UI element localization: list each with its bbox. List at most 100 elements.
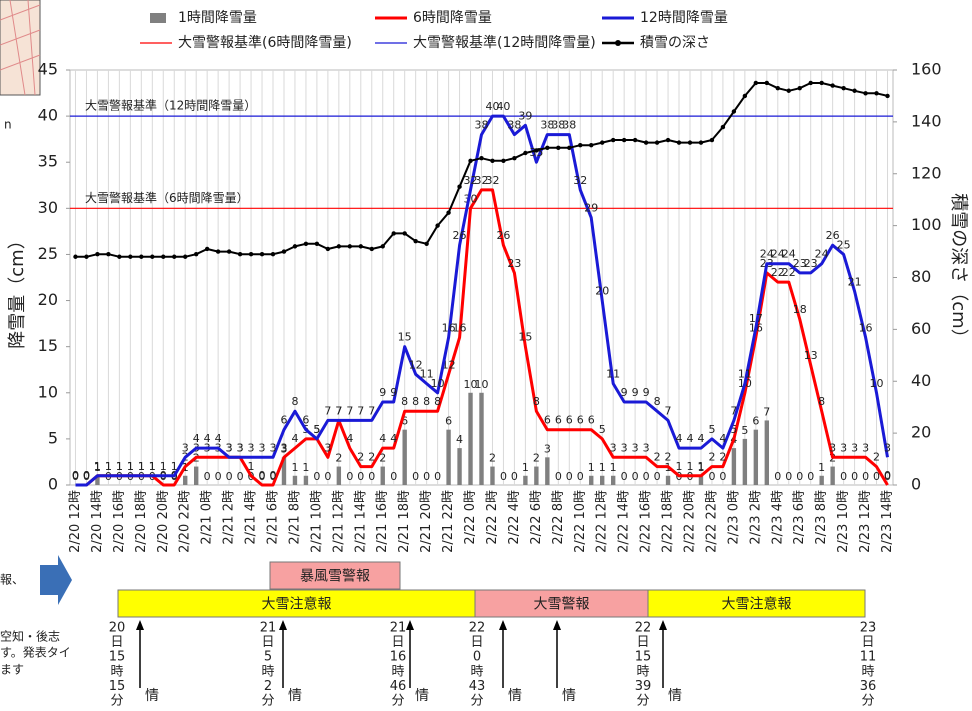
data-label: 0 [708, 470, 715, 483]
data-label: 7 [368, 404, 375, 417]
bar [381, 467, 385, 485]
legend-label: 1時間降雪量 [178, 10, 257, 26]
point [798, 86, 802, 90]
point [117, 255, 121, 259]
data-label: 2 [873, 451, 880, 464]
data-label: 6 [555, 414, 562, 427]
data-label: 1 [248, 460, 255, 473]
point [84, 255, 88, 259]
data-label: 1 [686, 460, 693, 473]
data-label: 2 [368, 451, 375, 464]
x-tick-label: 2/22 12時 [595, 490, 610, 553]
point [161, 255, 165, 259]
bar [304, 476, 308, 485]
data-label: 3 [544, 442, 551, 455]
point [754, 81, 758, 85]
point [852, 89, 856, 93]
point [172, 255, 176, 259]
data-label: 3 [226, 441, 233, 454]
bar [534, 467, 538, 485]
issue-time: 日 [110, 635, 123, 650]
data-label: 0 [259, 469, 266, 482]
issue-time: 46 [390, 679, 407, 694]
point [874, 91, 878, 95]
issue-time: 分 [861, 694, 874, 709]
data-label: 8 [401, 395, 408, 408]
issue-time: 22 [469, 621, 486, 636]
x-tick-label: 2/22 2時 [485, 490, 500, 545]
data-label: 6 [577, 414, 584, 427]
bar [194, 467, 198, 485]
point [271, 252, 275, 256]
issue-time: 分 [636, 694, 649, 709]
data-label: 9 [621, 386, 628, 399]
point [249, 252, 253, 256]
point [512, 156, 516, 160]
data-label: 3 [280, 441, 287, 454]
y-tick-label: 30 [38, 198, 58, 217]
y2-tick-label: 120 [911, 163, 942, 182]
issue-time: 21 [260, 621, 277, 636]
x-tick-label: 2/20 16時 [112, 490, 127, 553]
data-label: 2 [665, 451, 672, 464]
legend-label: 6時間降雪量 [413, 10, 492, 26]
point [413, 239, 417, 243]
issue-time: 分 [261, 694, 274, 709]
point [589, 143, 593, 147]
data-label: 8 [533, 395, 540, 408]
data-label: 24 [815, 248, 829, 261]
data-label: 16 [442, 321, 456, 334]
data-label: 4 [719, 432, 726, 445]
data-label: 3 [259, 441, 266, 454]
data-label: 5 [599, 423, 606, 436]
point [260, 252, 264, 256]
issue-time: 時 [470, 664, 483, 679]
point [534, 148, 538, 152]
point [95, 252, 99, 256]
point [622, 138, 626, 142]
point [446, 210, 450, 214]
data-label: 0 [423, 470, 430, 483]
point [633, 138, 637, 142]
data-label: 5 [708, 423, 715, 436]
issue-time: 20 [109, 621, 126, 636]
y2-tick-label: 40 [911, 371, 931, 390]
issue-time: 16 [390, 650, 407, 665]
data-label: 0 [807, 470, 814, 483]
x-tick-label: 2/23 12時 [858, 490, 873, 553]
warning-label: 大雪警報 [534, 597, 590, 613]
y-tick-label: 15 [38, 336, 58, 355]
y-tick-label: 20 [38, 290, 58, 309]
y2-tick-label: 20 [911, 423, 931, 442]
data-label: 0 [390, 470, 397, 483]
x-tick-label: 2/20 20時 [156, 490, 171, 553]
data-label: 0 [215, 470, 222, 483]
point [435, 223, 439, 227]
data-label: 3 [632, 441, 639, 454]
data-label: 0 [83, 469, 90, 482]
issue-time: 時 [636, 664, 649, 679]
data-label: 3 [237, 441, 244, 454]
data-label: 4 [456, 433, 463, 446]
point [776, 86, 780, 90]
data-label: 8 [654, 395, 661, 408]
data-label: 4 [686, 432, 693, 445]
issue-time: 15 [109, 679, 126, 694]
x-tick-label: 2/22 20時 [682, 490, 697, 553]
data-label: 15 [398, 331, 412, 344]
x-tick-label: 2/22 16時 [639, 490, 654, 553]
issue-time: 23 [860, 621, 877, 636]
bar [666, 476, 670, 485]
point [721, 125, 725, 129]
x-tick-label: 2/20 12時 [68, 490, 83, 553]
point [644, 140, 648, 144]
data-label: 2 [357, 451, 364, 464]
point [424, 242, 428, 246]
y2-tick-label: 160 [911, 60, 942, 79]
y2-axis-title: 積雪の深さ（cm） [948, 193, 969, 346]
data-label: 0 [719, 470, 726, 483]
data-label: 1 [138, 460, 145, 473]
x-tick-label: 2/20 22時 [178, 490, 193, 553]
data-label: 0 [346, 470, 353, 483]
bar [468, 393, 472, 485]
